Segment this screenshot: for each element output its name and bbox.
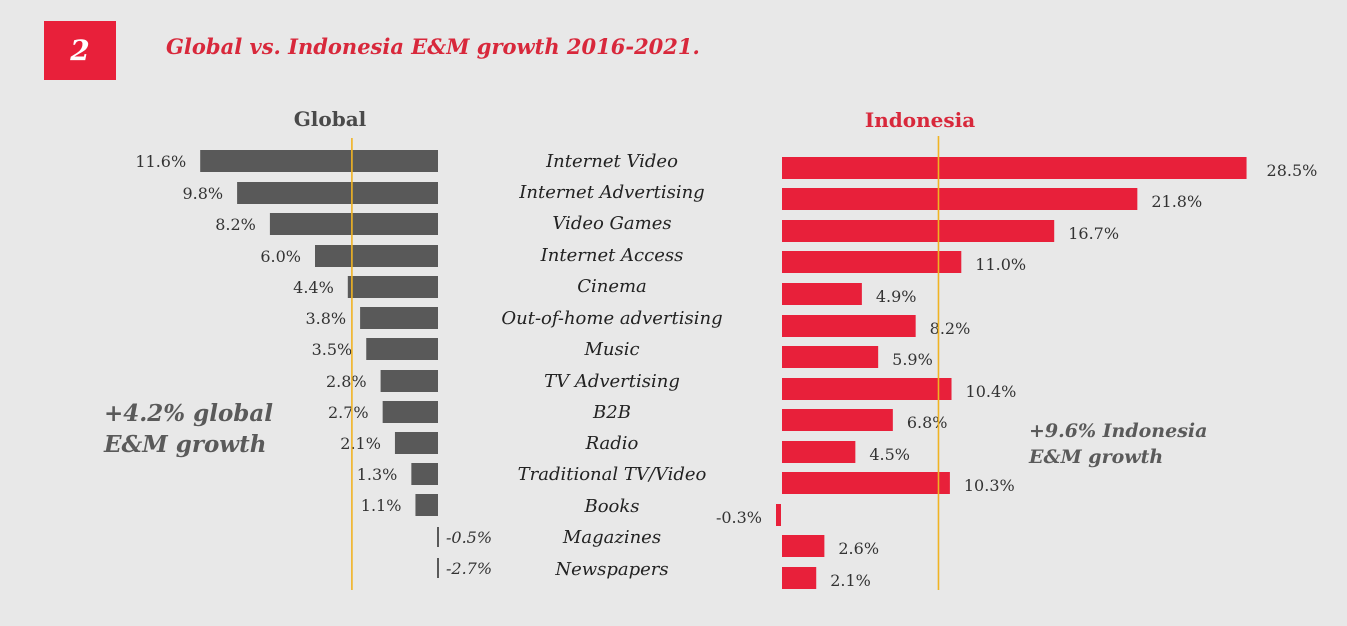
figure-number-badge: 2 xyxy=(44,21,116,80)
global-bar-books xyxy=(415,494,438,516)
indonesia-value-label: 28.5% xyxy=(1267,161,1318,180)
indonesia-value-label: 8.2% xyxy=(930,319,971,338)
category-label-internet-advertising: Internet Advertising xyxy=(518,182,704,203)
category-label-b2b: B2B xyxy=(592,402,631,423)
indonesia-bar-b2b xyxy=(782,409,893,431)
category-label-internet-access: Internet Access xyxy=(540,245,684,266)
indonesia-value-label: 10.3% xyxy=(964,476,1015,495)
global-bar-newspapers xyxy=(437,558,439,578)
global-bar-music xyxy=(366,338,438,360)
indonesia-value-label: 16.7% xyxy=(1068,224,1119,243)
global-bar-traditional-tv-video xyxy=(411,463,438,485)
global-growth-annotation: +4.2% global E&M growth xyxy=(104,400,274,458)
indonesia-bar-video-games xyxy=(782,220,1055,242)
category-label-music: Music xyxy=(583,339,639,360)
indonesia-bar-cinema xyxy=(782,283,862,305)
indonesia-bar-internet-video xyxy=(782,157,1247,179)
global-value-label: 9.8% xyxy=(182,184,223,203)
indonesia-bar-internet-access xyxy=(782,251,962,273)
global-bar-video-games xyxy=(269,213,438,235)
global-value-label: -0.5% xyxy=(446,528,492,547)
category-label-out-of-home-advertising: Out-of-home advertising xyxy=(501,308,722,329)
global-value-label: 3.5% xyxy=(312,340,353,359)
global-value-label: -2.7% xyxy=(446,559,492,578)
global-bar-magazines xyxy=(437,527,439,547)
global-value-label: 2.8% xyxy=(326,372,367,391)
indonesia-value-label: 6.8% xyxy=(907,413,948,432)
global-bar-radio xyxy=(394,432,438,454)
global-bar-b2b xyxy=(382,401,438,423)
indonesia-bar-internet-advertising xyxy=(782,188,1138,210)
global-value-label: 1.3% xyxy=(357,465,398,484)
global-panel-title: Global xyxy=(294,107,367,131)
category-label-magazines: Magazines xyxy=(562,527,661,548)
global-bar-cinema xyxy=(347,276,438,298)
global-bar-internet-access xyxy=(315,245,438,267)
indonesia-value-label: 2.1% xyxy=(830,571,871,590)
global-value-label: 1.1% xyxy=(361,496,402,515)
category-label-cinema: Cinema xyxy=(577,276,647,297)
global-value-label: 2.1% xyxy=(340,434,381,453)
indonesia-bar-books xyxy=(776,504,781,526)
indonesia-value-label: 4.5% xyxy=(869,445,910,464)
indonesia-value-label: 4.9% xyxy=(876,287,917,306)
indonesia-value-label: 10.4% xyxy=(966,382,1017,401)
indonesia-bar-out-of-home-advertising xyxy=(782,315,916,337)
global-value-label: 3.8% xyxy=(305,309,346,328)
indonesia-bar-newspapers xyxy=(782,567,817,589)
category-label-video-games: Video Games xyxy=(552,213,671,234)
category-label-newspapers: Newspapers xyxy=(554,559,668,580)
category-label-internet-video: Internet Video xyxy=(545,151,678,172)
global-bar-internet-advertising xyxy=(237,182,438,204)
indonesia-bar-music xyxy=(782,346,879,368)
indonesia-value-label: 2.6% xyxy=(838,539,879,558)
global-value-label: 6.0% xyxy=(260,247,301,266)
indonesia-bar-traditional-tv-video xyxy=(782,472,950,494)
global-value-label: 2.7% xyxy=(328,403,369,422)
indonesia-value-label: 11.0% xyxy=(975,255,1026,274)
category-label-books: Books xyxy=(583,496,639,517)
indonesia-bar-radio xyxy=(782,441,856,463)
category-label-tv-advertising: TV Advertising xyxy=(544,371,680,392)
global-value-label: 8.2% xyxy=(215,215,256,234)
global-value-label: 11.6% xyxy=(135,152,186,171)
indonesia-panel-title: Indonesia xyxy=(865,108,975,132)
indonesia-bar-magazines xyxy=(782,535,825,557)
chart-title: Global vs. Indonesia E&M growth 2016-202… xyxy=(166,34,700,59)
indonesia-bar-tv-advertising xyxy=(782,378,952,400)
indonesia-value-label: -0.3% xyxy=(716,508,762,527)
global-bar-out-of-home-advertising xyxy=(360,307,438,329)
category-label-traditional-tv-video: Traditional TV/Video xyxy=(518,464,707,485)
indonesia-value-label: 21.8% xyxy=(1151,192,1202,211)
global-value-label: 4.4% xyxy=(293,278,334,297)
global-bar-tv-advertising xyxy=(380,370,438,392)
category-label-radio: Radio xyxy=(585,433,639,454)
indonesia-value-label: 5.9% xyxy=(892,350,933,369)
indonesia-growth-annotation: +9.6% Indonesia E&M growth xyxy=(1029,420,1208,468)
global-bar-internet-video xyxy=(200,150,438,172)
